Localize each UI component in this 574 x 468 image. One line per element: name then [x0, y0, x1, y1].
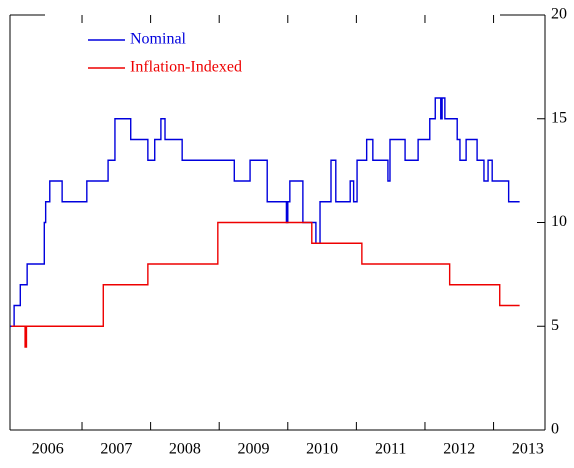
series-line	[11, 221, 520, 348]
legend: Nominal Inflation-Indexed	[88, 31, 242, 76]
x-tick-label: 2012	[443, 441, 475, 458]
x-tick-label: 2009	[237, 441, 269, 458]
x-tick-label: 2010	[306, 441, 338, 458]
y-tick-label: 20	[551, 6, 567, 23]
y-tick-label: 0	[551, 421, 559, 438]
y-tick-label: 15	[551, 109, 567, 126]
x-tick-label: 2011	[375, 441, 406, 458]
x-tick-label: 2013	[512, 441, 544, 458]
y-tick-label: 10	[551, 213, 567, 230]
legend-label: Nominal	[130, 31, 187, 48]
series-line	[10, 97, 520, 327]
x-tick-label: 2006	[32, 441, 64, 458]
x-tick-label: 2008	[169, 441, 201, 458]
legend-label: Inflation-Indexed	[130, 59, 242, 76]
x-tick-label: 2007	[100, 441, 132, 458]
y-tick-label: 5	[551, 317, 559, 334]
plot	[10, 97, 520, 348]
